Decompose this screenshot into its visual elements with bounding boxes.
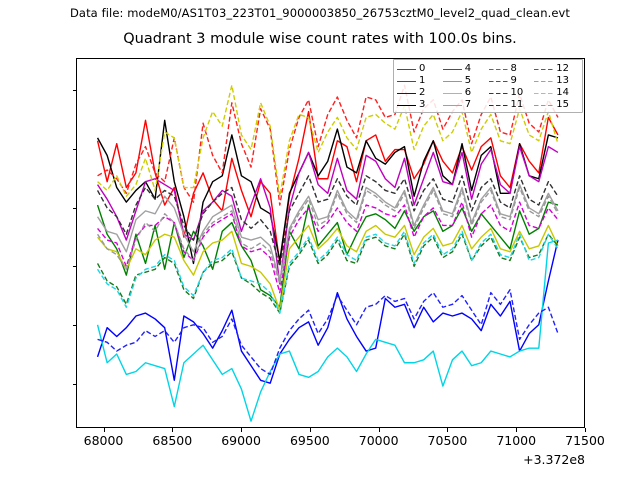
legend-line-swatch: [534, 101, 554, 110]
legend-label: 11: [510, 99, 524, 110]
x-tick-label: 69500: [289, 433, 330, 448]
legend-entry-0[interactable]: 0: [397, 63, 443, 75]
legend-label: 7: [464, 99, 472, 110]
legend-line-swatch: [488, 65, 508, 74]
legend-label: 12: [556, 63, 569, 74]
legend-entry-13[interactable]: 13: [534, 75, 580, 87]
series-line-3: [96, 119, 559, 265]
legend-entry-7[interactable]: 7: [442, 99, 489, 111]
chart-title: Quadrant 3 module wise count rates with …: [123, 31, 517, 47]
series-line-2: [96, 239, 559, 384]
legend-label: 15: [556, 99, 569, 110]
x-tick-label: 70000: [358, 433, 399, 448]
series-line-14: [97, 84, 559, 197]
legend-label: 6: [464, 87, 472, 98]
y-tick-mark: [72, 149, 76, 151]
legend-entry-14[interactable]: 14: [534, 87, 580, 99]
legend-line-swatch: [488, 77, 508, 86]
y-tick-mark: [72, 207, 76, 209]
legend-label: 10: [510, 87, 524, 98]
legend-line-swatch: [397, 65, 416, 74]
legend-line-swatch: [534, 65, 554, 74]
x-tick-label: 68500: [152, 433, 193, 448]
legend-entry-11[interactable]: 11: [488, 99, 535, 111]
legend-entry-10[interactable]: 10: [488, 87, 535, 99]
x-tick-mark: [241, 428, 243, 432]
legend-label: 5: [464, 75, 472, 86]
plot-axes: [76, 58, 585, 428]
plot-lines: [96, 84, 559, 422]
series-line-5: [96, 239, 559, 422]
series-line-12: [97, 201, 559, 294]
legend-grid: 0 4 8 12 1 5 9 13 2 6 10 14 3 7 11 15: [397, 63, 580, 111]
series-line-7: [96, 183, 559, 282]
legend-line-swatch: [534, 89, 554, 98]
legend-entry-9[interactable]: 9: [488, 75, 535, 87]
x-tick-label: 68000: [83, 433, 124, 448]
legend-line-swatch: [488, 101, 508, 110]
x-tick-label: 69000: [221, 433, 261, 448]
x-tick-label: 71000: [496, 433, 537, 448]
legend-entry-8[interactable]: 8: [488, 63, 535, 75]
legend-line-swatch: [397, 101, 416, 110]
x-axis-offset-label: +3.372e8: [523, 452, 585, 467]
legend-label: 4: [464, 63, 472, 74]
x-tick-mark: [585, 428, 586, 432]
legend-entry-2[interactable]: 2: [397, 87, 443, 99]
legend-entry-1[interactable]: 1: [397, 75, 443, 87]
legend-line-swatch: [442, 77, 462, 86]
legend-entry-12[interactable]: 12: [534, 63, 580, 75]
legend-line-swatch: [488, 89, 508, 98]
x-tick-mark: [172, 428, 174, 432]
series-line-4: [96, 145, 559, 285]
legend-label: 13: [556, 75, 569, 86]
legend-line-swatch: [534, 77, 554, 86]
x-tick-mark: [103, 428, 105, 432]
x-tick-mark: [309, 428, 311, 432]
legend-entry-5[interactable]: 5: [442, 75, 489, 87]
x-tick-label: 70500: [427, 433, 468, 448]
legend-entry-3[interactable]: 3: [397, 99, 443, 111]
legend-label: 8: [510, 63, 517, 74]
legend-label: 2: [419, 87, 426, 98]
y-tick-mark: [72, 325, 76, 327]
legend-label: 3: [419, 99, 426, 110]
x-tick-label: 71500: [565, 433, 605, 448]
legend-line-swatch: [397, 77, 416, 86]
legend-line-swatch: [397, 89, 416, 98]
legend-line-swatch: [442, 89, 462, 98]
legend-label: 9: [510, 75, 517, 86]
legend-entry-4[interactable]: 4: [442, 63, 489, 75]
legend-label: 1: [419, 75, 426, 86]
chart-legend[interactable]: 0 4 8 12 1 5 9 13 2 6 10 14 3 7 11 15: [393, 59, 583, 113]
series-line-9: [96, 233, 559, 314]
series-line-11: [96, 175, 559, 268]
series-line-0: [96, 110, 559, 265]
series-line-13: [96, 230, 559, 314]
x-tick-mark: [447, 428, 449, 432]
y-tick-mark: [72, 266, 76, 268]
legend-line-swatch: [442, 101, 462, 110]
x-tick-mark: [378, 428, 380, 432]
series-line-10: [97, 289, 559, 376]
y-tick-mark: [72, 90, 76, 92]
data-file-caption: Data file: modeM0/AS1T03_223T01_90000038…: [69, 6, 571, 20]
legend-entry-15[interactable]: 15: [534, 99, 580, 111]
legend-line-swatch: [442, 65, 462, 74]
legend-label: 0: [419, 63, 426, 74]
series-line-6: [97, 224, 559, 311]
legend-label: 14: [556, 87, 569, 98]
y-tick-mark: [72, 383, 76, 385]
x-tick-mark: [516, 428, 518, 432]
series-line-15: [96, 186, 559, 285]
legend-entry-6[interactable]: 6: [442, 87, 489, 99]
